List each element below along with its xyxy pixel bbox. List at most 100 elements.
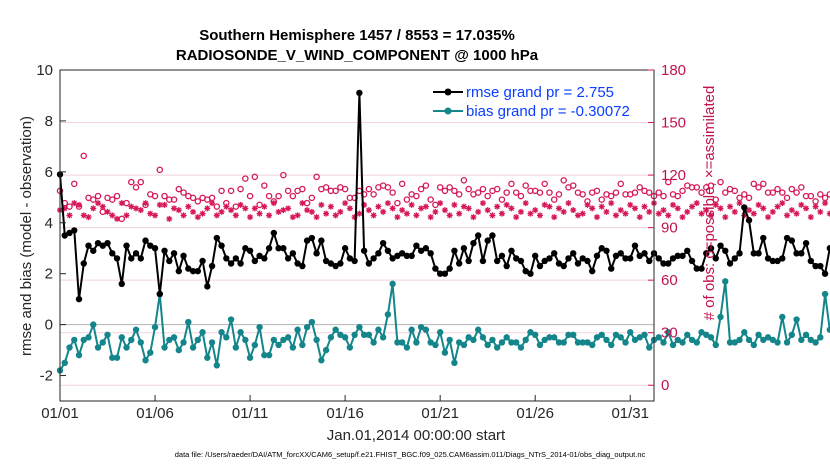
bias-point — [755, 331, 762, 338]
bias-point — [698, 329, 705, 336]
obs-assimilated-point — [727, 203, 734, 210]
rmse-point — [479, 257, 487, 265]
obs-assimilated-point — [812, 203, 819, 210]
obs-possible-point — [265, 192, 273, 200]
obs-assimilated-point — [308, 208, 315, 215]
obs-assimilated-point — [142, 200, 149, 207]
obs-possible-point — [731, 187, 739, 195]
obs-assimilated-point — [660, 207, 667, 214]
bias-point — [408, 326, 415, 333]
obs-assimilated-point — [684, 208, 691, 215]
rmse-point — [655, 255, 662, 262]
rmse-point — [474, 232, 482, 239]
bias-point — [660, 339, 667, 346]
bias-point — [598, 331, 605, 338]
bias-point — [536, 341, 544, 349]
bias-point — [584, 339, 591, 346]
bias-point — [641, 331, 648, 338]
obs-assimilated-point — [85, 214, 92, 221]
y-tick-label: 8 — [45, 113, 53, 130]
rmse-point — [80, 260, 87, 267]
obs-possible-point — [679, 187, 686, 195]
obs-assimilated-point — [71, 200, 78, 207]
obs-possible-point — [170, 196, 178, 203]
bias-point — [147, 349, 154, 356]
bias-point — [603, 336, 610, 344]
obs-assimilated-point — [361, 201, 368, 208]
obs-assimilated-point — [693, 200, 700, 207]
obs-possible-point — [94, 192, 102, 200]
bias-point — [151, 323, 159, 331]
bias-point — [218, 329, 225, 336]
bias-point — [308, 318, 316, 326]
x-tick-label: 01/01 — [41, 405, 79, 422]
rmse-point — [398, 250, 406, 257]
obs-possible-point — [156, 166, 164, 174]
obs-assimilated-point — [413, 212, 420, 219]
bias-point — [137, 339, 144, 346]
obs-assimilated-point — [646, 208, 653, 215]
obs-assimilated-point — [161, 201, 168, 208]
obs-assimilated-point — [80, 212, 87, 219]
rmse-point — [227, 260, 235, 267]
bias-point — [204, 354, 211, 361]
obs-assimilated-point — [636, 214, 643, 221]
rmse-point — [622, 255, 629, 262]
obs-assimilated-point — [451, 201, 458, 208]
obs-possible-point — [313, 173, 320, 181]
rmse-point — [560, 262, 567, 270]
x-tick-label: 01/16 — [326, 405, 364, 422]
legend-rmse-marker — [444, 88, 452, 96]
x-tick-label: 01/11 — [232, 405, 268, 422]
bias-point — [256, 323, 263, 331]
bias-point — [332, 326, 339, 333]
rmse-point — [308, 234, 316, 242]
obs-assimilated-point — [617, 207, 624, 214]
rmse-point — [684, 247, 691, 254]
obs-possible-point — [113, 192, 121, 200]
obs-assimilated-point — [536, 212, 543, 219]
obs-assimilated-point — [422, 203, 429, 210]
bias-point — [722, 278, 729, 285]
rmse-point — [641, 250, 648, 257]
rmse-point — [356, 89, 363, 97]
obs-possible-point — [451, 187, 458, 195]
rmse-point — [137, 255, 144, 262]
obs-possible-point — [722, 189, 729, 196]
rmse-point — [318, 237, 325, 244]
obs-possible-point — [560, 177, 567, 184]
obs-assimilated-point — [356, 210, 363, 217]
obs-possible-point — [80, 152, 88, 160]
bias-point — [764, 334, 772, 341]
obs-possible-point — [227, 187, 235, 195]
obs-possible-point — [71, 180, 78, 188]
bias-point — [118, 334, 125, 341]
rmse-point — [441, 270, 449, 277]
rmse-point — [812, 262, 819, 270]
y-axis-left: -2 0 2 4 6 8 10 — [36, 62, 66, 385]
obs-assimilated-point — [765, 214, 772, 221]
rmse-point — [779, 255, 786, 262]
rmse-point — [741, 204, 748, 211]
rmse-point — [579, 255, 586, 262]
bias-point — [646, 344, 653, 351]
obs-possible-point — [175, 185, 183, 193]
legend-bias-marker — [444, 107, 452, 115]
y2-tick-label: 30 — [661, 325, 678, 342]
obs-assimilated-point — [717, 205, 724, 212]
rmse-point — [574, 260, 582, 267]
rmse-point — [118, 280, 125, 288]
rmse-point — [465, 257, 472, 265]
obs-possible-point — [645, 189, 653, 196]
y-tick-label: 10 — [36, 62, 53, 79]
bias-point — [522, 336, 529, 344]
rmse-point — [75, 295, 83, 303]
bias-point — [707, 334, 715, 341]
obs-assimilated-point — [332, 212, 339, 219]
rmse-point — [712, 255, 719, 262]
bias-point — [113, 354, 121, 361]
rmse-point — [104, 239, 111, 247]
bias-point — [370, 339, 377, 346]
bias-point — [360, 331, 368, 338]
obs-assimilated-point — [156, 201, 163, 208]
